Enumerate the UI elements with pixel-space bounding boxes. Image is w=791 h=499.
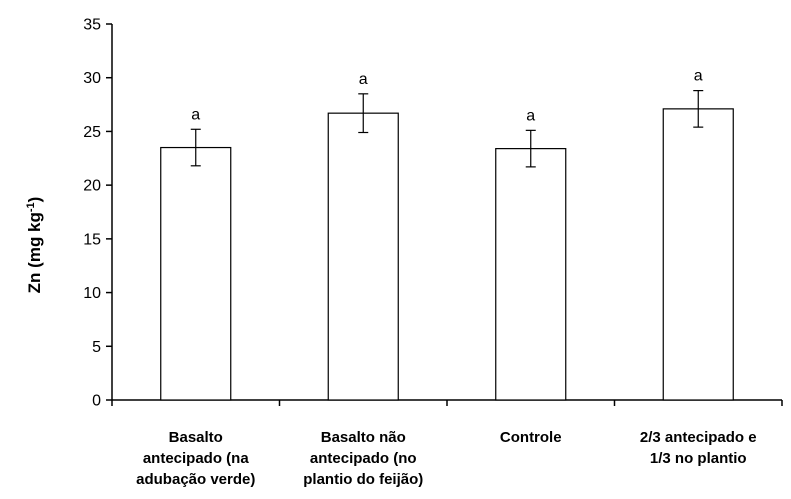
category-label-line: 2/3 antecipado e — [640, 429, 757, 446]
bars: a a a a — [160, 68, 734, 401]
y-axis: 0 5 10 15 20 25 30 35 — [83, 17, 113, 410]
category-label-line: antecipado (no — [310, 450, 417, 467]
y-tick-label: 30 — [83, 70, 101, 87]
y-tick-label: 25 — [83, 124, 101, 141]
category-label-line: Basalto não — [321, 429, 406, 446]
bar — [662, 108, 734, 401]
y-tick-label: 5 — [92, 339, 101, 356]
y-axis-label: Zn (mg kg-1) — [25, 197, 44, 294]
category-labels: Basalto antecipado (na adubação verde)Basa… — [136, 429, 756, 488]
y-tick-label: 20 — [83, 178, 101, 195]
y-tick-label: 15 — [83, 231, 101, 248]
significance-label: a — [694, 68, 703, 85]
category-label-line: 1/3 no plantio — [650, 450, 747, 467]
category-label-line: adubação verde) — [136, 471, 255, 488]
category-label-line: antecipado (na — [143, 450, 250, 467]
bar — [327, 112, 399, 401]
y-tick-label: 35 — [83, 17, 101, 34]
category-label: Basalto não antecipado (no plantio do feij… — [303, 429, 423, 488]
significance-label: a — [191, 106, 200, 123]
y-tick-label: 10 — [83, 285, 101, 302]
significance-label: a — [526, 107, 535, 124]
category-label: 2/3 antecipado e 1/3 no plantio — [640, 429, 757, 467]
significance-label: a — [359, 71, 368, 88]
bar — [495, 148, 567, 401]
x-axis — [111, 399, 783, 406]
category-label: Controle — [500, 429, 562, 446]
bar — [160, 146, 232, 401]
category-label-line: plantio do feijão) — [303, 471, 423, 488]
y-axis-label-main: Zn (mg kg — [25, 212, 44, 293]
y-axis-label-close: ) — [25, 197, 44, 203]
y-tick-label: 0 — [92, 393, 101, 410]
category-label-line: Controle — [500, 429, 562, 446]
category-label-line: Basalto — [169, 429, 223, 446]
category-label: Basalto antecipado (na adubação verde) — [136, 429, 255, 488]
y-axis-label-sup: -1 — [25, 202, 37, 212]
